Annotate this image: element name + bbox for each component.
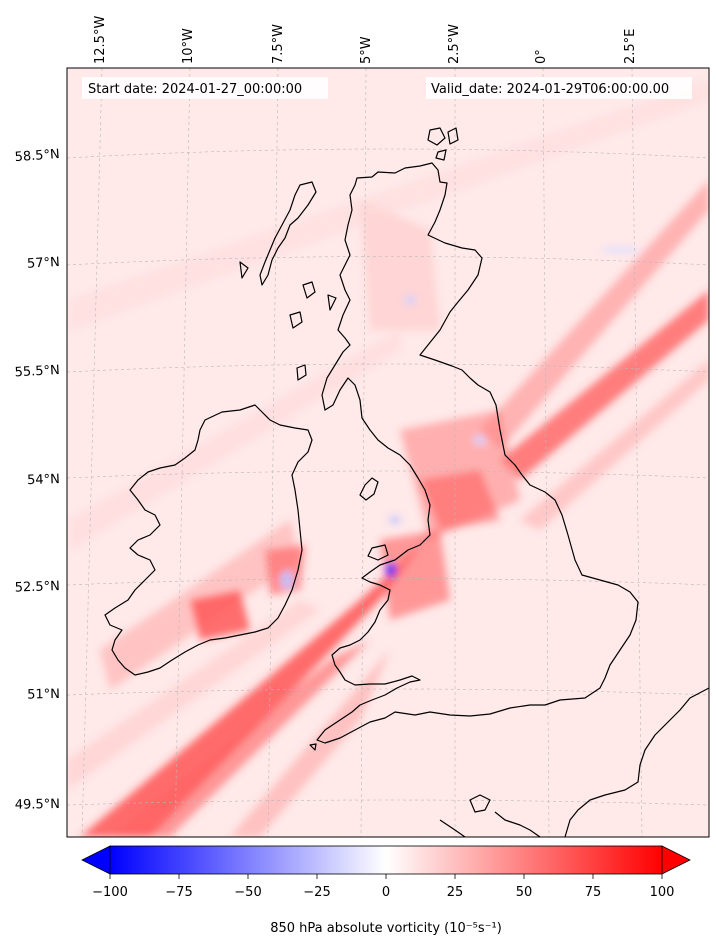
coastline — [104, 127, 709, 837]
ireland-outline — [104, 404, 313, 676]
header: Start date: 2024-01-27_00:00:00 Valid_da… — [82, 77, 692, 99]
colorbar-tick-label: 0 — [382, 885, 390, 900]
anglesey-outline — [367, 544, 389, 561]
lon-label: 10°W — [181, 28, 196, 64]
colorbar-tick-label: 100 — [650, 885, 675, 900]
lon-label: 2.5°W — [447, 24, 462, 64]
lon-label: 12.5°W — [93, 16, 108, 64]
isle-of-man-outline — [359, 477, 379, 501]
lon-label: 7.5°W — [271, 24, 286, 64]
colorbar: −100 −75 −50 −25 0 25 50 75 100 850 hPa absolute… — [81, 845, 691, 936]
colorbar-gradient — [109, 845, 663, 875]
colorbar-tick-label: −50 — [234, 885, 261, 900]
colorbar-label: 850 hPa absolute vorticity (10⁻⁵s⁻¹) — [270, 921, 502, 936]
lat-label: 51°N — [27, 687, 60, 703]
lon-label: 0° — [534, 49, 549, 64]
map-frame — [66, 67, 710, 838]
lat-label: 52.5°N — [14, 579, 60, 596]
start-date-label: Start date: 2024-01-27_00:00:00 — [88, 82, 302, 97]
lat-label: 58.5°N — [14, 147, 60, 165]
lat-label: 54°N — [27, 472, 60, 488]
colorbar-tick-label: 50 — [516, 885, 533, 900]
lat-label: 49.5°N — [15, 797, 60, 813]
lon-label: 5°W — [359, 36, 374, 64]
france-coast — [564, 687, 709, 837]
graticule — [67, 68, 709, 837]
colorbar-tick-label: −25 — [303, 885, 330, 900]
colorbar-tick-label: 25 — [447, 885, 464, 900]
map-panel — [66, 67, 710, 838]
colorbar-tick-label: −75 — [165, 885, 192, 900]
orkney-outline — [427, 127, 446, 146]
colorbar-tick-label: 75 — [585, 885, 602, 900]
great-britain-outline — [316, 162, 639, 744]
colorbar-extend-min — [81, 845, 111, 875]
longitude-labels: 12.5°W 10°W 7.5°W 5°W 2.5°W 0° 2.5°E — [93, 16, 638, 64]
latitude-labels: 58.5°N 57°N 55.5°N 54°N 52.5°N 51°N 49.5… — [14, 147, 60, 813]
lat-label: 55.5°N — [14, 363, 60, 380]
colorbar-extend-max — [661, 845, 691, 875]
lon-label: 2.5°E — [623, 29, 638, 64]
lat-label: 57°N — [27, 255, 61, 272]
hebrides-outline — [259, 181, 317, 286]
colorbar-ticks: −100 −75 −50 −25 0 25 50 75 100 — [92, 874, 674, 900]
valid-date-label: Valid_date: 2024-01-29T06:00:00.00 — [431, 82, 669, 97]
colorbar-tick-label: −100 — [92, 885, 128, 900]
